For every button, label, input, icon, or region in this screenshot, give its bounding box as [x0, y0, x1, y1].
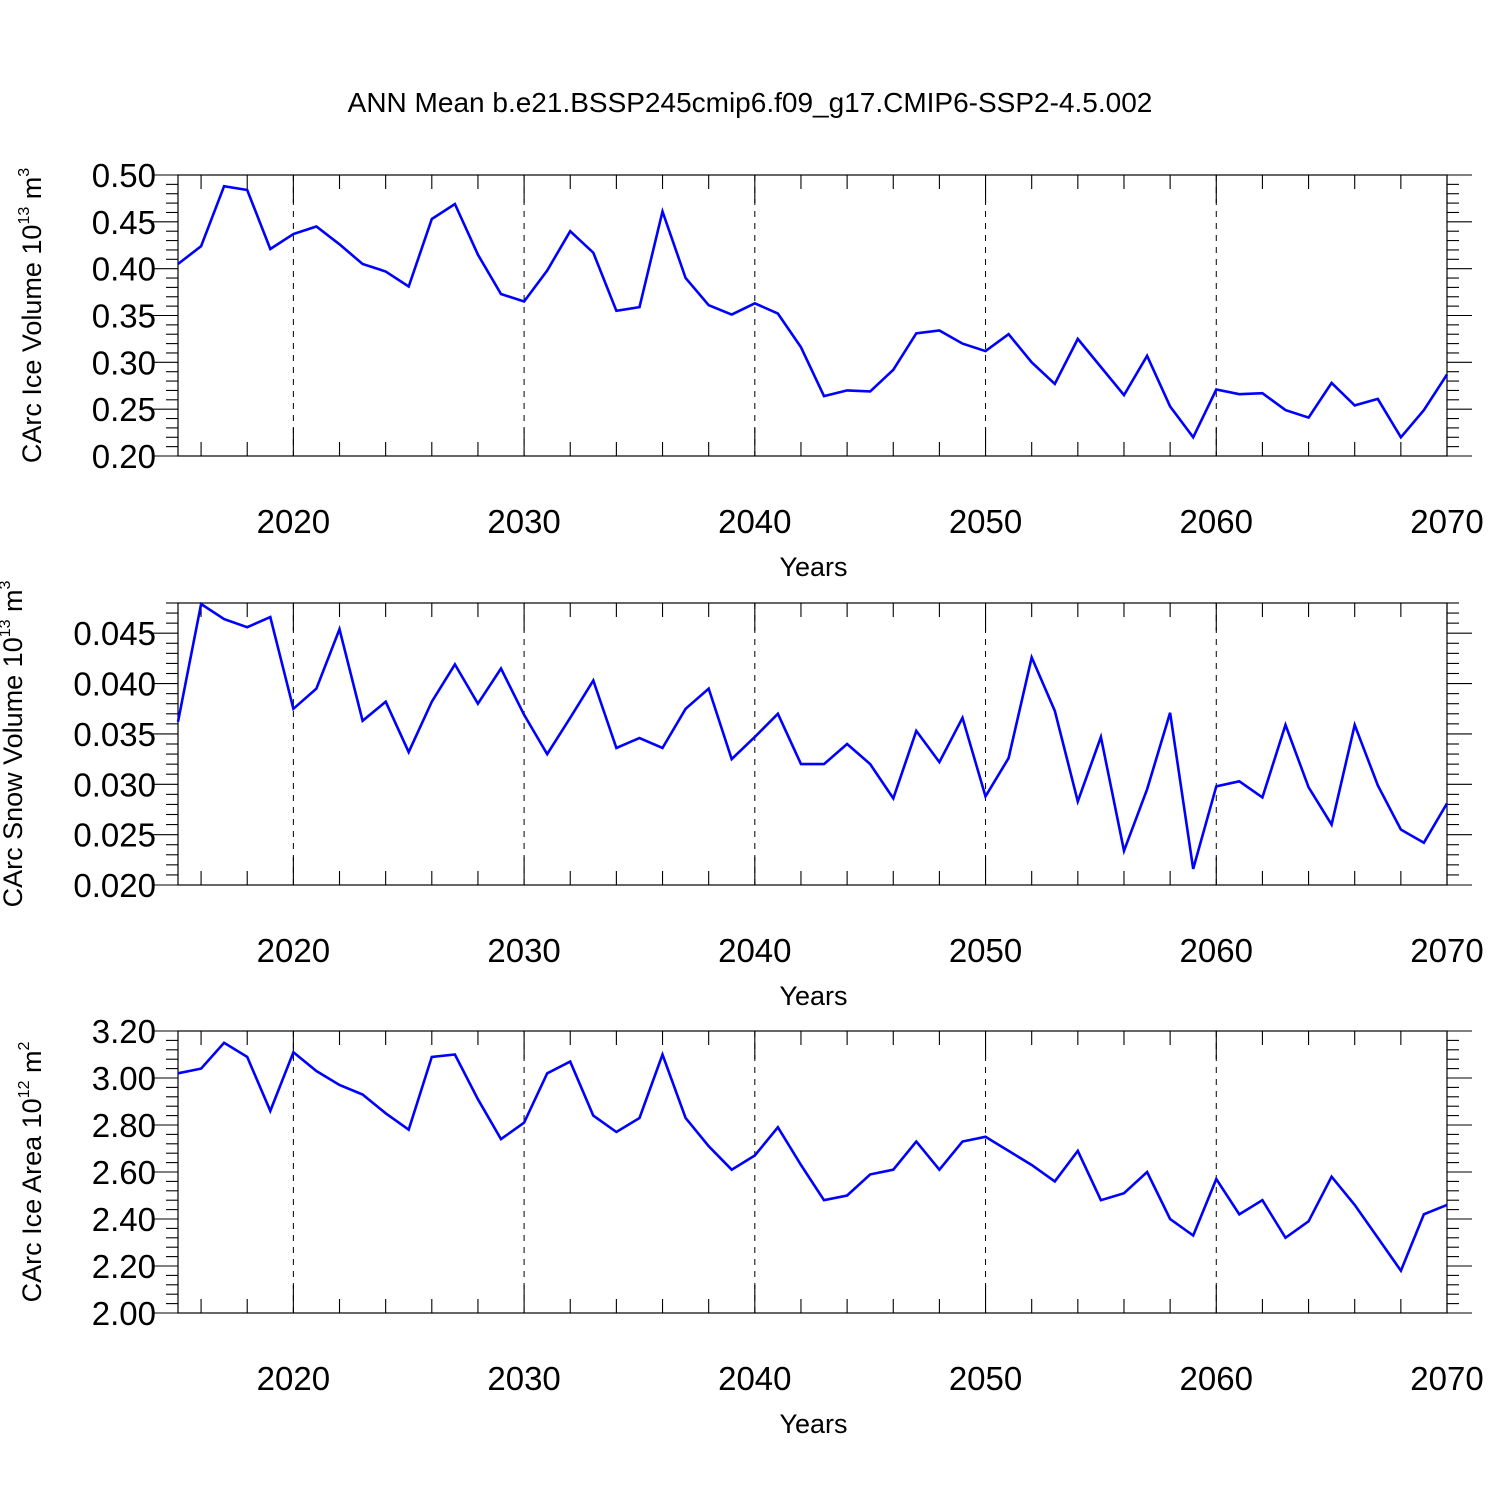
y-axis-label: CArc Ice Area 1012 m2: [16, 1042, 47, 1303]
y-axis-label: CArc Snow Volume 1013 m3: [0, 580, 28, 907]
panel-2: 0.020 0.025 0.030 0.035 0.040 0.045 2020 2030 20…: [0, 580, 1484, 1011]
series-line: [177, 1041, 1448, 1274]
panels: 0.20 0.25 0.30 0.35 0.40 0.45 0.50 2020 2030 2040…: [0, 157, 1484, 1439]
y-tick-label: 2.40: [92, 1201, 156, 1238]
panel-3: 2.00 2.20 2.40 2.60 2.80 3.00 3.20 2020 2030 2040…: [16, 1013, 1484, 1439]
y-axis-label: CArc Ice Volume 1013 m3: [16, 168, 47, 463]
x-tick-label: 2020: [257, 503, 330, 540]
x-tick-label: 2070: [1410, 932, 1483, 969]
y-tick-label: 0.50: [92, 157, 156, 194]
y-tick-label: 2.20: [92, 1248, 156, 1285]
x-tick-label: 2060: [1180, 1360, 1253, 1397]
x-axis-label: Years: [779, 981, 847, 1011]
x-tick-label: 2040: [718, 1360, 791, 1397]
y-tick-label: 2.00: [92, 1295, 156, 1332]
x-tick-label: 2020: [257, 1360, 330, 1397]
x-tick-label: 2050: [949, 503, 1022, 540]
x-tick-label: 2050: [949, 1360, 1022, 1397]
y-tick-label: 0.040: [73, 666, 156, 703]
x-tick-label: 2030: [487, 503, 560, 540]
x-tick-label: 2050: [949, 932, 1022, 969]
x-tick-label: 2060: [1180, 503, 1253, 540]
y-tick-label: 0.45: [92, 204, 156, 241]
plot-frame: [177, 174, 1448, 457]
x-tick-label: 2070: [1410, 1360, 1483, 1397]
x-tick-label: 2040: [718, 932, 791, 969]
figure-title: ANN Mean b.e21.BSSP245cmip6.f09_g17.CMIP…: [348, 87, 1153, 118]
series-line: [177, 184, 1449, 440]
y-tick-label: 0.40: [92, 251, 156, 288]
x-tick-label: 2030: [487, 932, 560, 969]
y-tick-label: 0.025: [73, 817, 156, 854]
series-line: [176, 601, 1449, 870]
y-tick-label: 0.30: [92, 344, 156, 381]
plot-frame: [177, 1030, 1448, 1314]
plot-frame: [177, 602, 1448, 886]
y-tick-label: 0.020: [73, 867, 156, 904]
x-axis-label: Years: [779, 552, 847, 582]
x-tick-label: 2070: [1410, 503, 1483, 540]
y-tick-label: 3.00: [92, 1060, 156, 1097]
y-tick-label: 3.20: [92, 1013, 156, 1050]
x-axis-label: Years: [779, 1409, 847, 1439]
x-tick-label: 2040: [718, 503, 791, 540]
y-tick-label: 0.030: [73, 766, 156, 803]
y-tick-label: 0.045: [73, 615, 156, 652]
x-tick-label: 2030: [487, 1360, 560, 1397]
y-tick-label: 2.60: [92, 1154, 156, 1191]
x-tick-label: 2060: [1180, 932, 1253, 969]
panel-1: 0.20 0.25 0.30 0.35 0.40 0.45 0.50 2020 2030 2040…: [16, 157, 1484, 582]
y-tick-label: 2.80: [92, 1107, 156, 1144]
y-tick-label: 0.035: [73, 716, 156, 753]
x-tick-label: 2020: [257, 932, 330, 969]
y-tick-label: 0.20: [92, 438, 156, 475]
y-tick-label: 0.35: [92, 298, 156, 335]
y-tick-label: 0.25: [92, 391, 156, 428]
